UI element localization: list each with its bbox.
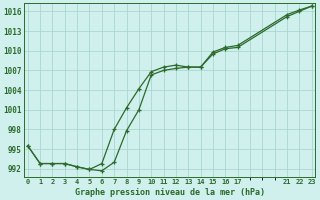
- X-axis label: Graphe pression niveau de la mer (hPa): Graphe pression niveau de la mer (hPa): [75, 188, 265, 197]
